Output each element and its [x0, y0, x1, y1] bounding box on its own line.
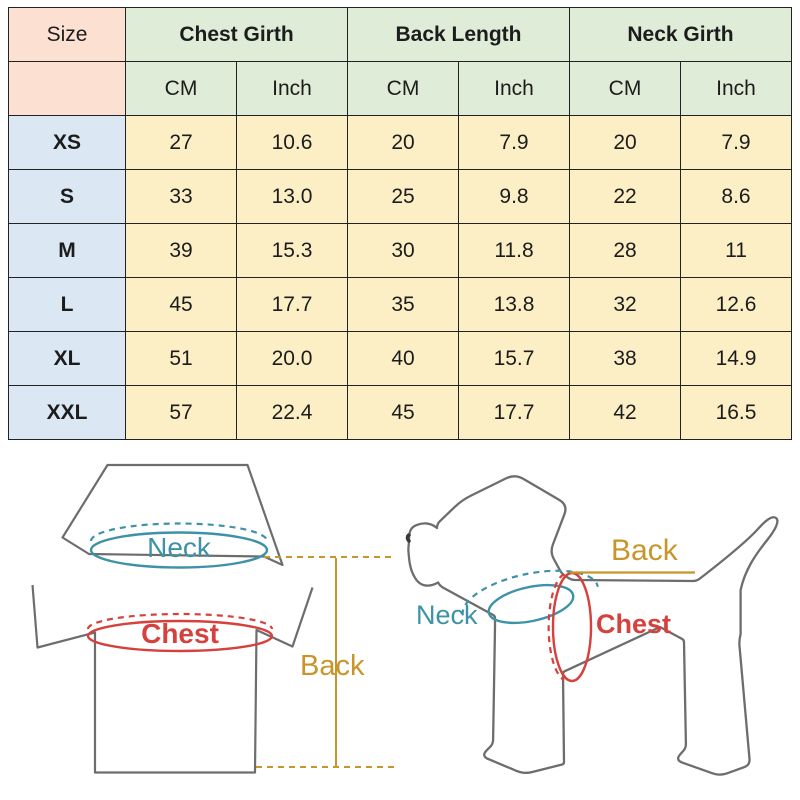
svg-text:Chest: Chest [596, 609, 671, 639]
svg-text:Chest: Chest [141, 618, 219, 649]
svg-text:Back: Back [300, 650, 365, 682]
svg-text:Neck: Neck [416, 600, 478, 630]
svg-text:Neck: Neck [147, 532, 212, 563]
svg-text:Back: Back [611, 534, 679, 567]
